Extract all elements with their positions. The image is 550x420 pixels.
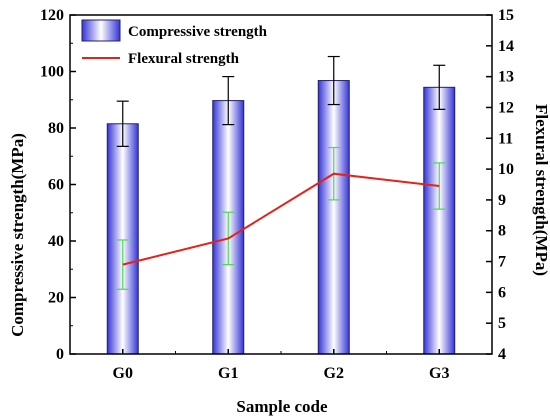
plot-area: 0 20 40 60 80 100 120 4 5 6 7 8 9 10 11 12 13 14 15 G0 G1 G2 G… bbox=[40, 7, 514, 382]
right-tick-label: 6 bbox=[498, 284, 506, 301]
left-tick-label: 20 bbox=[48, 290, 64, 307]
bar-G2 bbox=[317, 80, 350, 355]
left-tick-label: 120 bbox=[40, 7, 64, 24]
left-tick-label: 0 bbox=[56, 346, 64, 363]
right-tick-label: 15 bbox=[498, 7, 514, 24]
right-axis-title: Flexural strength(MPa) bbox=[532, 104, 550, 276]
x-tick-label-G0: G0 bbox=[113, 365, 133, 382]
bar-G0 bbox=[106, 123, 139, 355]
right-tick-label: 4 bbox=[498, 346, 506, 363]
left-tick-label: 60 bbox=[48, 177, 64, 194]
left-tick-label: 80 bbox=[48, 120, 64, 137]
right-tick-label: 8 bbox=[498, 223, 506, 240]
right-tick-label: 10 bbox=[498, 161, 514, 178]
right-tick-label: 5 bbox=[498, 315, 506, 332]
right-tick-label: 7 bbox=[498, 254, 506, 271]
right-tick-label: 12 bbox=[498, 99, 514, 116]
legend-label-flexural: Flexural strength bbox=[128, 51, 240, 67]
left-axis-title: Compressive strength(MPa) bbox=[8, 133, 27, 337]
right-tick-label: 9 bbox=[498, 192, 506, 209]
x-tick-label-G1: G1 bbox=[218, 365, 238, 382]
flexural-line bbox=[122, 172, 440, 266]
x-axis-title: Sample code bbox=[236, 397, 328, 416]
legend-swatch-compressive bbox=[81, 19, 121, 42]
x-tick-label-G2: G2 bbox=[324, 365, 344, 382]
right-tick-label: 11 bbox=[498, 130, 513, 147]
left-tick-label: 40 bbox=[48, 233, 64, 250]
legend-label-compressive: Compressive strength bbox=[128, 24, 268, 40]
right-tick-label: 13 bbox=[498, 69, 514, 86]
left-tick-label: 100 bbox=[40, 64, 64, 81]
x-tick-label-G3: G3 bbox=[429, 365, 449, 382]
bar-G3 bbox=[423, 86, 456, 355]
right-tick-label: 14 bbox=[498, 38, 514, 55]
